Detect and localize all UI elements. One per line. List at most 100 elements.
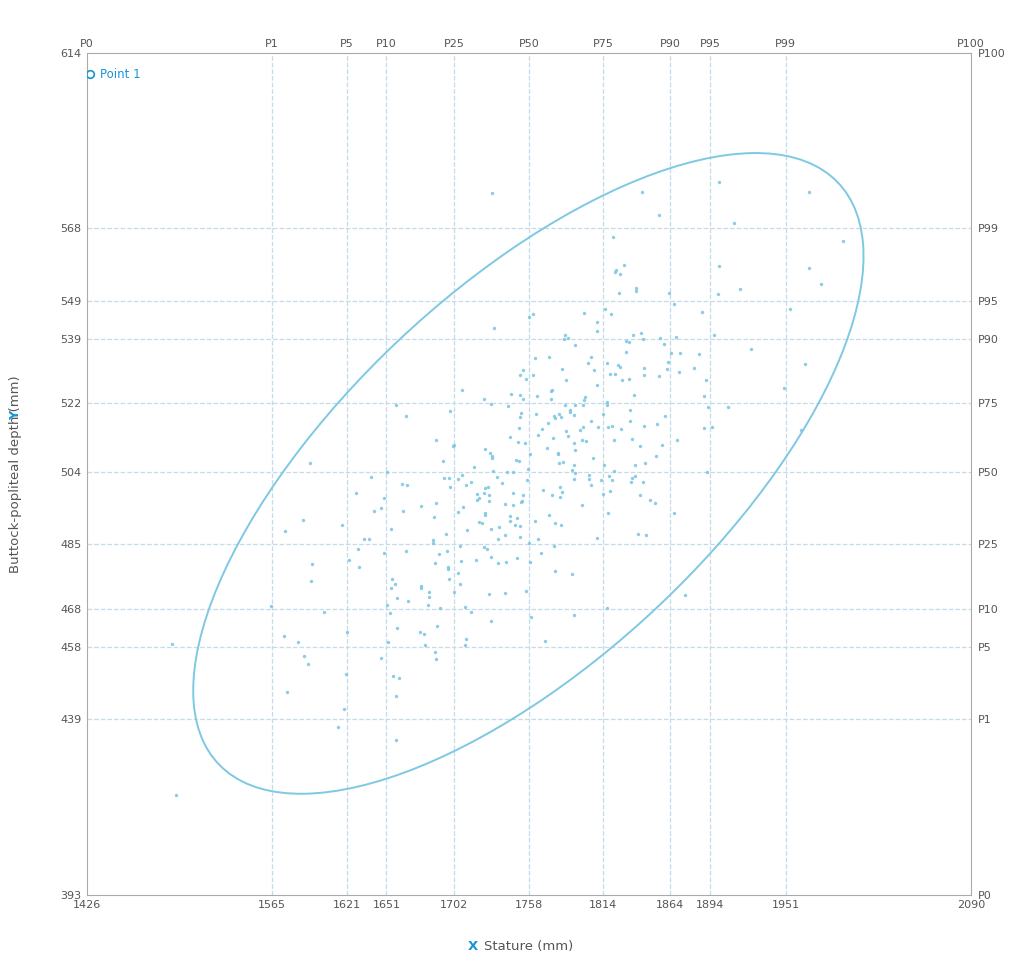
Point [627, 458, 643, 473]
Point [572, 422, 589, 438]
Point [477, 481, 494, 496]
Point [438, 526, 455, 542]
Point [553, 517, 569, 532]
Point [555, 454, 571, 469]
Point [696, 388, 713, 404]
Point [364, 469, 380, 484]
Point [646, 495, 663, 511]
Point [429, 618, 445, 633]
Point [397, 543, 414, 558]
Point [677, 587, 693, 602]
Point [503, 386, 519, 401]
Point [482, 613, 499, 629]
Point [611, 360, 628, 375]
Point [525, 307, 542, 322]
Point [597, 301, 613, 316]
Point [276, 523, 293, 539]
Point [667, 505, 683, 521]
Point [489, 531, 506, 547]
Point [280, 684, 296, 700]
Point [593, 472, 609, 488]
Point [556, 327, 572, 342]
Point [457, 599, 473, 614]
Point [596, 458, 612, 473]
Text: Y: Y [9, 410, 23, 419]
Point [561, 404, 578, 419]
Point [498, 554, 514, 570]
Point [425, 535, 441, 550]
Point [656, 336, 673, 352]
Point [536, 483, 552, 498]
Point [603, 307, 620, 322]
Point [547, 515, 563, 530]
Point [438, 544, 455, 559]
Point [295, 512, 311, 527]
Point [336, 702, 352, 717]
Point [366, 503, 382, 519]
Point [530, 427, 547, 442]
Point [660, 354, 677, 369]
Point [691, 347, 708, 362]
Point [621, 371, 637, 387]
Point [628, 281, 644, 296]
Point [497, 496, 513, 512]
Point [391, 670, 408, 685]
Point [600, 419, 616, 435]
Point [686, 361, 702, 376]
Point [566, 465, 583, 480]
Point [425, 532, 441, 548]
Point [454, 468, 470, 483]
Point [698, 372, 715, 388]
Point [589, 314, 605, 330]
Text: Point 1: Point 1 [100, 67, 141, 81]
Point [520, 309, 537, 325]
Point [477, 505, 494, 521]
Point [519, 472, 536, 488]
Point [552, 489, 568, 504]
Point [475, 486, 492, 501]
Point [613, 372, 630, 388]
Point [666, 297, 682, 312]
Point [574, 418, 591, 434]
Point [537, 633, 553, 649]
Point [626, 387, 642, 402]
Point [612, 421, 629, 437]
Point [481, 445, 498, 461]
Point [385, 668, 401, 683]
Point [412, 624, 428, 639]
Point [650, 368, 667, 384]
Point [652, 331, 669, 346]
Point [516, 436, 532, 451]
Point [452, 576, 468, 591]
Point [575, 392, 592, 408]
Point [575, 305, 592, 320]
Point [527, 406, 544, 421]
Point [521, 554, 538, 570]
Point [483, 448, 500, 464]
Point [382, 522, 398, 537]
Point [577, 389, 593, 405]
Point [382, 605, 398, 621]
Point [471, 514, 487, 529]
Point [397, 408, 414, 423]
Point [671, 364, 687, 380]
Point [454, 382, 470, 397]
Point [634, 184, 650, 200]
Point [348, 486, 365, 501]
Point [515, 391, 531, 407]
Point [635, 332, 651, 347]
Point [488, 469, 505, 485]
Point [615, 256, 632, 272]
Point [474, 516, 490, 531]
Point [668, 329, 684, 344]
Point [485, 463, 502, 478]
Point [534, 545, 550, 560]
Point [341, 552, 357, 568]
Point [565, 607, 582, 623]
Point [628, 468, 644, 483]
Point [445, 584, 462, 600]
Point [543, 384, 559, 399]
Point [421, 584, 437, 600]
Point [546, 430, 562, 445]
Point [388, 733, 404, 748]
